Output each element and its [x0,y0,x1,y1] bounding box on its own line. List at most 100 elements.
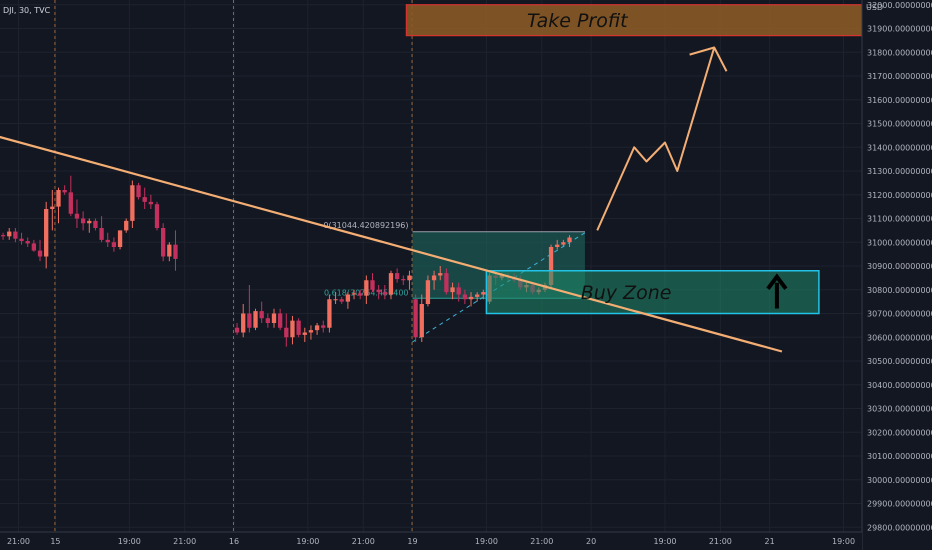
price-tick-label: 30400.000000000 [867,381,932,390]
candle-body [31,243,37,251]
candle-body [167,244,172,257]
candle-body [62,190,67,193]
price-tick-label: 29900.000000000 [867,500,932,509]
time-tick-label: 21:00 [173,537,196,546]
candle-body [345,294,351,302]
price-axis-unit: USD [866,3,883,12]
candle-body [80,218,86,224]
price-tick-label: 30500.000000000 [867,357,932,366]
candle-body [351,293,357,295]
price-tick-label: 31700.000000000 [867,72,932,81]
candle-body [425,280,431,304]
candle-body [130,185,135,221]
candle-body [462,294,468,300]
candle-body [481,292,486,295]
candle-body [327,299,332,328]
price-tick-label: 31100.000000000 [867,215,932,224]
candle-body [19,238,24,242]
candle-body [142,197,147,202]
candle-body [314,325,320,331]
buy-zone-label: Buy Zone [581,282,672,304]
price-tick-label: 31400.000000000 [867,143,932,152]
time-axis[interactable]: 21:00 15 19:00 21:00 16 19:00 21:00 19 19:00 21:0… [7,537,855,546]
candle-body [99,228,104,240]
candle-body [456,287,461,295]
time-tick-label: 21 [765,537,775,546]
time-tick-label: 20 [586,537,596,546]
time-tick-label: 19:00 [475,537,498,546]
buy-zone [485,270,820,315]
candle-body [431,275,437,281]
candle-body [117,230,123,247]
candle-body [302,332,307,335]
candle-body [438,273,443,276]
candle-body [247,313,252,328]
candle-body [308,330,314,333]
time-tick-label: 21:00 [530,537,553,546]
zones [405,4,869,37]
candle-body [468,296,474,300]
candle-body [7,231,12,237]
descending-trendline [0,135,783,353]
fib-level-0-label: 0(31044.420892196) [323,221,408,230]
candle-body [333,299,338,301]
session-breaks [54,0,413,532]
price-tick-label: 32000.000000000 [867,1,932,10]
candle-body [124,220,129,231]
price-tick-label: 31800.000000000 [867,48,932,57]
candle-body [253,311,258,328]
take-profit-zone [405,4,869,37]
time-tick-label: 19:00 [653,537,676,546]
candle-body [68,192,73,214]
candle-body [241,313,246,333]
price-axis[interactable]: 32000.000000000 31900.000000000 31800.0000… [867,1,932,533]
candle-body [93,220,98,228]
candle-body [50,206,55,209]
candle-body [148,201,154,205]
candle-body [475,294,480,297]
zone-labels: Take Profit Buy Zone [527,10,788,309]
price-tick-label: 30100.000000000 [867,452,932,461]
candle-body [413,299,418,338]
symbol-label[interactable]: DJI, 30, TVC [3,6,51,15]
candle-body [0,235,6,237]
candle-body [407,275,412,281]
candle-body [25,241,30,244]
candle-body [87,220,92,224]
candle-body [555,244,560,247]
take-profit-label: Take Profit [527,10,629,32]
candle-body [37,250,43,257]
candle-body [419,304,424,338]
candle-body [105,239,110,243]
time-tick-label: 21:00 [352,537,375,546]
candle-body [401,279,406,281]
price-tick-label: 31500.000000000 [867,120,932,129]
candle-body [321,325,326,328]
candle-body [161,228,166,257]
time-tick-label: 16 [229,537,239,546]
candle-body [290,320,295,338]
candle-body [173,244,178,259]
candle-body [277,313,283,328]
candle-body [382,292,387,295]
candle-body [296,320,301,335]
candle-body [13,231,18,239]
candle-body [394,273,400,280]
candle-body [74,213,80,219]
candle-body [339,299,344,302]
candle-body [284,327,289,338]
price-tick-label: 29800.000000000 [867,523,932,532]
price-tick-label: 31900.000000000 [867,25,932,34]
time-tick-label: 19:00 [832,537,855,546]
drawings[interactable] [0,46,820,353]
candle-body [56,190,61,207]
up-arrow-head [766,273,788,290]
candle-body [450,287,455,293]
price-tick-label: 30300.000000000 [867,405,932,414]
candle-body [154,204,160,228]
candle-body [388,273,394,295]
price-axis-background [862,0,932,550]
fib-trend-line [412,232,586,343]
candle-body [271,313,277,323]
